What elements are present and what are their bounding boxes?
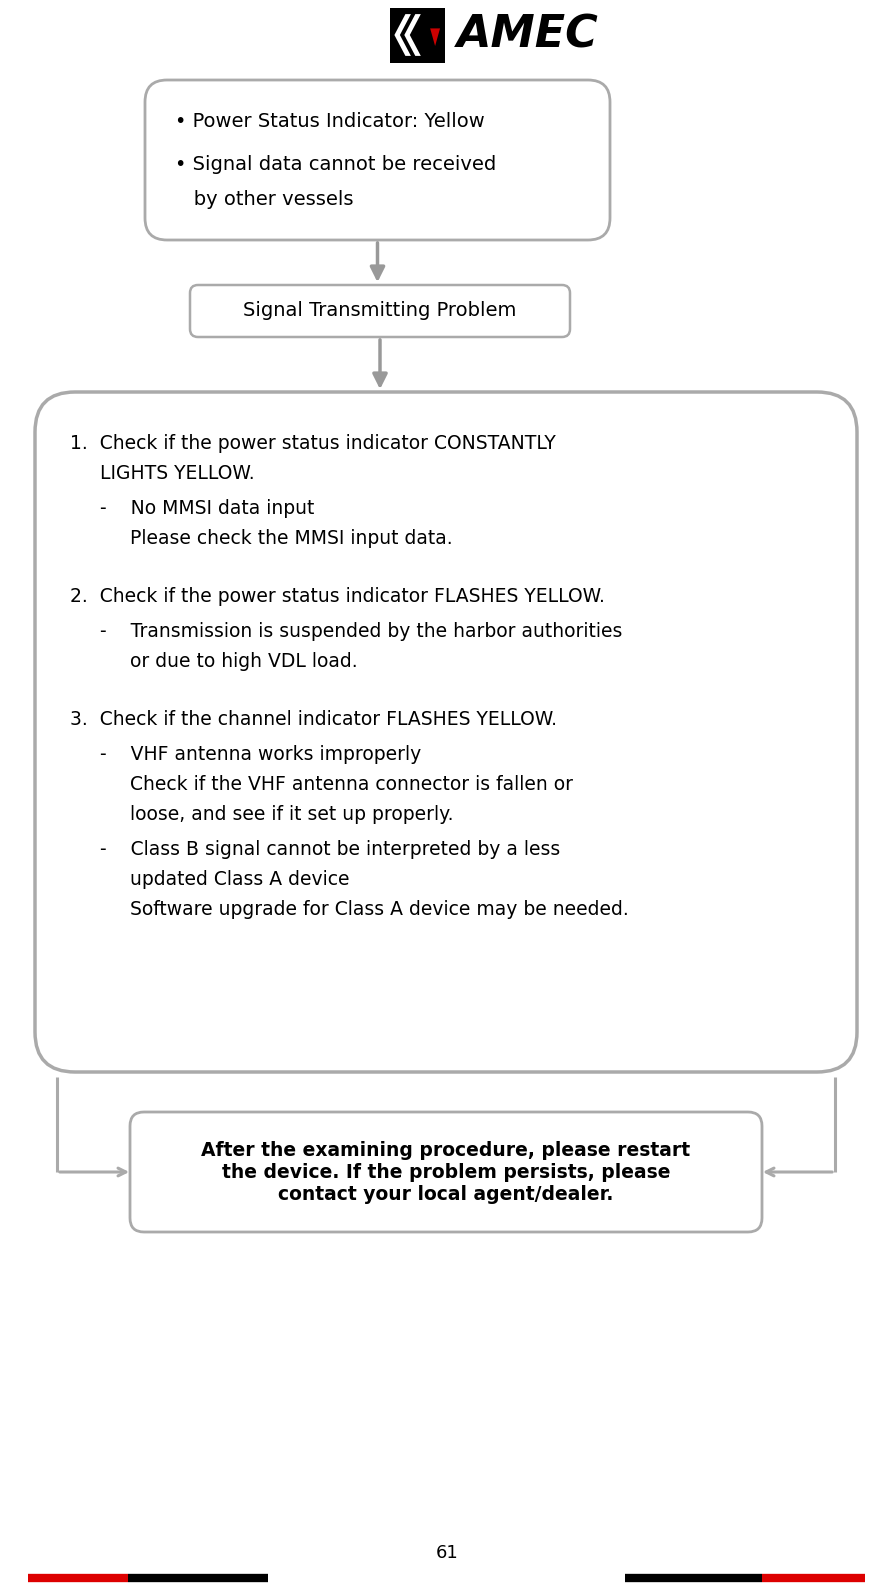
Text: • Signal data cannot be received: • Signal data cannot be received (175, 156, 495, 175)
Text: 1.  Check if the power status indicator CONSTANTLY: 1. Check if the power status indicator C… (70, 434, 555, 453)
FancyBboxPatch shape (190, 284, 569, 337)
FancyBboxPatch shape (145, 79, 610, 240)
Text: Software upgrade for Class A device may be needed.: Software upgrade for Class A device may … (130, 899, 628, 918)
Polygon shape (404, 14, 420, 56)
FancyBboxPatch shape (130, 1112, 761, 1231)
Text: Signal Transmitting Problem: Signal Transmitting Problem (243, 302, 516, 321)
Text: 2.  Check if the power status indicator FLASHES YELLOW.: 2. Check if the power status indicator F… (70, 586, 604, 605)
Text: 3.  Check if the channel indicator FLASHES YELLOW.: 3. Check if the channel indicator FLASHE… (70, 710, 556, 729)
Polygon shape (394, 14, 410, 56)
Text: Check if the VHF antenna connector is fallen or: Check if the VHF antenna connector is fa… (130, 775, 572, 794)
Text: Please check the MMSI input data.: Please check the MMSI input data. (130, 529, 452, 548)
Bar (390, 8, 444, 62)
Text: -    Class B signal cannot be interpreted by a less: - Class B signal cannot be interpreted b… (100, 841, 560, 860)
Text: 61: 61 (435, 1545, 459, 1562)
Text: LIGHTS YELLOW.: LIGHTS YELLOW. (100, 464, 254, 483)
Polygon shape (430, 29, 440, 46)
Text: -    No MMSI data input: - No MMSI data input (100, 499, 314, 518)
Text: by other vessels: by other vessels (175, 191, 353, 210)
Text: updated Class A device: updated Class A device (130, 871, 350, 888)
Text: AMEC: AMEC (457, 13, 598, 57)
Text: -    VHF antenna works improperly: - VHF antenna works improperly (100, 745, 421, 764)
FancyBboxPatch shape (35, 392, 856, 1073)
Text: -    Transmission is suspended by the harbor authorities: - Transmission is suspended by the harbo… (100, 621, 621, 640)
Text: • Power Status Indicator: Yellow: • Power Status Indicator: Yellow (175, 111, 485, 130)
Text: or due to high VDL load.: or due to high VDL load. (130, 651, 358, 671)
Text: loose, and see if it set up properly.: loose, and see if it set up properly. (130, 806, 453, 825)
Text: After the examining procedure, please restart
the device. If the problem persist: After the examining procedure, please re… (201, 1141, 690, 1203)
